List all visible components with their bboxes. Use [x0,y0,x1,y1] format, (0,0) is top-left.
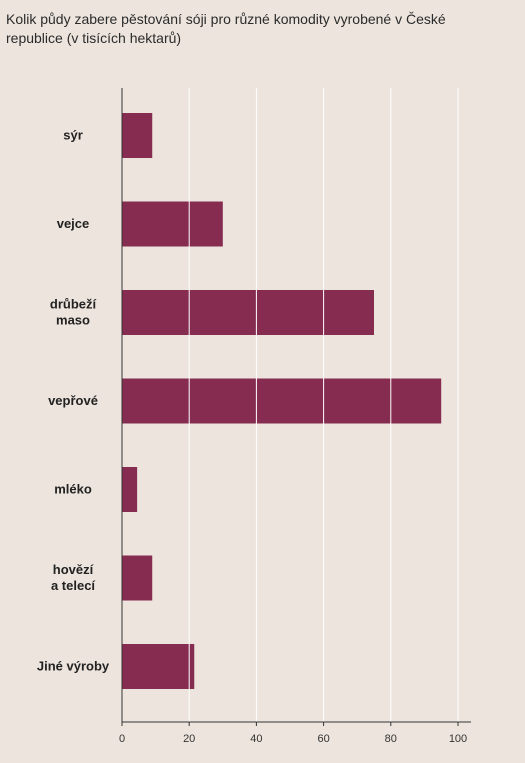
category-label-4: mléko [54,482,92,497]
category-label-5-line-0: hovězí [53,562,94,577]
bar-4 [122,467,138,512]
bar-3 [122,378,442,424]
bar-5 [122,555,153,601]
category-label-5-line-1: a telecí [51,578,95,593]
category-label-1: vejce [57,216,90,231]
bar-0 [122,113,153,158]
category-label-6: Jiné výroby [37,659,110,674]
x-tick-label-20: 20 [183,733,195,745]
x-tick-label-40: 40 [250,733,262,745]
chart-title: Kolik půdy zabere pěstování sóji pro růz… [6,11,446,46]
category-label-2-line-0: drůbeží [50,297,97,312]
bar-2 [122,290,374,335]
x-tick-label-60: 60 [317,733,329,745]
bar-6 [122,644,195,689]
x-tick-label-80: 80 [385,733,397,745]
category-label-2-line-1: maso [56,313,90,328]
x-tick-label-0: 0 [119,733,125,745]
x-tick-label-100: 100 [449,733,467,745]
bar-1 [122,201,223,247]
category-label-3: vepřové [48,393,98,408]
category-label-0: sýr [63,128,83,143]
